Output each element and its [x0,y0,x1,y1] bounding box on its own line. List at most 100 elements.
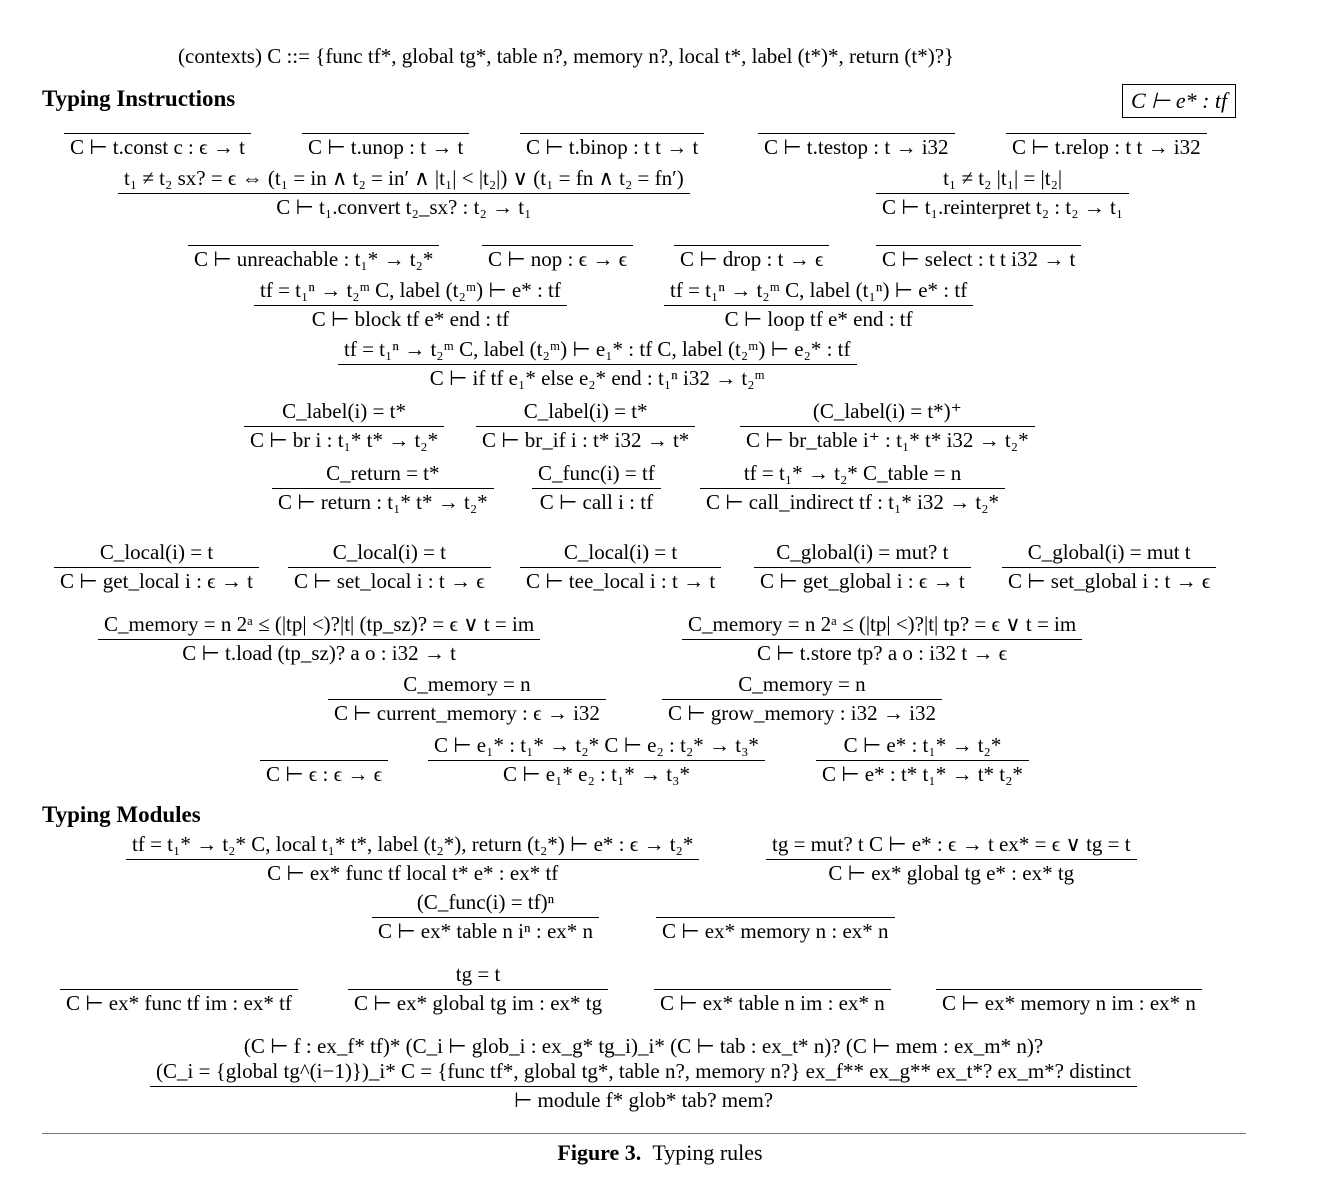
rule-conclusion: C ⊢ unreachable : t₁* → t₂* [194,247,434,271]
rule-conclusion: C ⊢ set_global i : t → ϵ [1008,569,1211,593]
rule-premise [520,106,704,131]
rule-set-local: C_local(i) = t C ⊢ set_local i : t → ϵ [288,540,491,594]
rule-conclusion: C ⊢ t₁.convert t₂_sx? : t₂ → t₁ [276,195,532,219]
rule-module-table: (C_func(i) = tf)ⁿ C ⊢ ex* table n iⁿ : e… [372,890,600,944]
rule-loop: tf = t₁ⁿ → t₂ᵐ C, label (t₁ⁿ) ⊢ e* : tf … [664,278,974,332]
rule-premise: C_memory = n 2ᵃ ≤ (|tp| <)?|t| (tp_sz)? … [104,612,535,636]
figure-caption-text: Typing rules [652,1140,763,1165]
rule-premise [188,218,439,243]
rule-conclusion: C ⊢ ex* func tf im : ex* tf [66,991,292,1015]
rule-premise: C ⊢ e₁* : t₁* → t₂* C ⊢ e₂ : t₂* → t₃* [434,733,759,757]
rule-conclusion: C ⊢ t.relop : t t → i32 [1012,135,1201,159]
rule-relop: C ⊢ t.relop : t t → i32 [1006,106,1207,160]
rule-premise [302,106,469,131]
rule-conclusion: C ⊢ ex* table n iⁿ : ex* n [378,919,594,943]
rule-premise [1006,106,1207,131]
rule-conclusion: C ⊢ t.load (tp_sz)? a o : i32 → t [182,641,456,665]
rule-conclusion: C ⊢ return : t₁* t* → t₂* [278,490,488,514]
rule-load: C_memory = n 2ᵃ ≤ (|tp| <)?|t| (tp_sz)? … [98,612,541,666]
rule-call-indirect: tf = t₁* → t₂* C_table = n C ⊢ call_indi… [700,461,1006,515]
rule-import-memory: C ⊢ ex* memory n im : ex* n [936,962,1202,1016]
rule-premise [64,106,251,131]
rule-unop: C ⊢ t.unop : t → t [302,106,470,160]
rule-premise: C_label(i) = t* [523,399,648,423]
rule-conclusion: C ⊢ loop tf e* end : tf [724,307,913,331]
section-heading-instructions: Typing Instructions [42,86,236,111]
rule-premise: t₁ ≠ t₂ sx? = ϵ ⇔ (t₁ = in ∧ t₂ = in′ ∧ … [124,166,684,190]
rule-reinterpret: t₁ ≠ t₂ |t₁| = |t₂| C ⊢ t₁.reinterpret t… [876,166,1130,220]
rule-premise: C_func(i) = tf [538,461,655,485]
rule-conclusion: C ⊢ drop : t → ϵ [680,247,824,271]
rule-conclusion: C ⊢ br i : t₁* t* → t₂* [250,428,439,452]
rule-conclusion: C ⊢ t.binop : t t → t [526,135,699,159]
rule-tee-local: C_local(i) = t C ⊢ tee_local i : t → t [520,540,722,594]
rule-premise: (C_label(i) = t*)⁺ [812,399,962,423]
rule-premise: (C ⊢ f : ex_f* tf)* (C_i ⊢ glob_i : ex_g… [243,1034,1044,1058]
rule-conclusion: C ⊢ ex* global tg im : ex* tg [354,991,603,1015]
rule-conclusion: C ⊢ ex* memory n : ex* n [662,919,889,943]
rule-premise: C_global(i) = mut? t [776,540,949,564]
judgement-box: C ⊢ e* : tf [1122,84,1237,118]
rule-conclusion: C ⊢ grow_memory : i32 → i32 [668,701,936,725]
rule-premise: C_label(i) = t* [282,399,406,423]
rule-unreachable: C ⊢ unreachable : t₁* → t₂* [188,218,440,272]
figure-divider [42,1133,1246,1134]
rule-conclusion: C ⊢ nop : ϵ → ϵ [488,247,628,271]
rule-grow-memory: C_memory = n C ⊢ grow_memory : i32 → i32 [662,672,942,726]
rule-conclusion: C ⊢ get_global i : ϵ → t [760,569,965,593]
rule-module-memory: C ⊢ ex* memory n : ex* n [656,890,895,944]
rule-br-table: (C_label(i) = t*)⁺ C ⊢ br_table i⁺ : t₁*… [740,399,1035,453]
rule-conclusion: C ⊢ t.testop : t → i32 [764,135,949,159]
rule-return: C_return = t* C ⊢ return : t₁* t* → t₂* [272,461,494,515]
rule-conclusion: C ⊢ t.unop : t → t [308,135,464,159]
rule-premise: (C_i = {global tg^(i−1)})_i* C = {func t… [156,1059,1132,1083]
rule-import-table: C ⊢ ex* table n im : ex* n [654,962,891,1016]
rule-testop: C ⊢ t.testop : t → i32 [758,106,955,160]
rule-premise: C_local(i) = t [99,540,214,564]
rule-premise [876,218,1081,243]
rule-conclusion: C ⊢ t.const c : ϵ → t [70,135,245,159]
rule-premise: C_local(i) = t [563,540,678,564]
rule-module-global: tg = mut? t C ⊢ e* : ϵ → t ex* = ϵ ∨ tg … [766,832,1137,886]
rule-conclusion: C ⊢ e* : t* t₁* → t* t₂* [822,762,1023,786]
rule-conclusion: C ⊢ t.store tp? a o : i32 t → ϵ [757,641,1008,665]
rule-premise [758,106,955,131]
rule-br: C_label(i) = t* C ⊢ br i : t₁* t* → t₂* [244,399,445,453]
rule-conclusion: C ⊢ t₁.reinterpret t₂ : t₂ → t₁ [882,195,1124,219]
rule-premise [654,962,891,987]
rule-select: C ⊢ select : t t i32 → t [876,218,1082,272]
rule-conclusion: C ⊢ ex* table n im : ex* n [660,991,885,1015]
rule-import-global: tg = t C ⊢ ex* global tg im : ex* tg [348,962,609,1016]
rule-premise [260,733,388,758]
rule-premise: C_global(i) = mut t [1027,540,1191,564]
rule-conclusion: C ⊢ if tf e₁* else e₂* end : t₁ⁿ i32 → t… [429,366,765,390]
rule-weakening: C ⊢ e* : t₁* → t₂* C ⊢ e* : t* t₁* → t* … [816,733,1029,787]
rule-store: C_memory = n 2ᵃ ≤ (|tp| <)?|t| tp? = ϵ ∨… [682,612,1083,666]
rule-conclusion: C ⊢ ex* global tg e* : ex* tg [828,861,1075,885]
rule-conclusion: C ⊢ ex* memory n im : ex* n [942,991,1196,1015]
rule-conclusion: C ⊢ current_memory : ϵ → i32 [334,701,600,725]
rule-get-global: C_global(i) = mut? t C ⊢ get_global i : … [754,540,971,594]
rule-premise [936,962,1202,987]
contexts-definition: (contexts) C ::= {func tf*, global tg*, … [178,44,955,68]
rule-conclusion: C ⊢ e₁* e₂ : t₁* → t₃* [502,762,690,786]
rule-drop: C ⊢ drop : t → ϵ [674,218,830,272]
rule-conclusion: C ⊢ select : t t i32 → t [882,247,1076,271]
rule-block: tf = t₁ⁿ → t₂ᵐ C, label (t₂ᵐ) ⊢ e* : tf … [254,278,567,332]
figure-label: Figure 3. [557,1140,642,1165]
rule-premise: tg = mut? t C ⊢ e* : ϵ → t ex* = ϵ ∨ tg … [772,832,1131,856]
rule-module-func: tf = t₁* → t₂* C, local t₁* t*, label (t… [126,832,700,886]
rule-premise [482,218,633,243]
rule-sequence: C ⊢ e₁* : t₁* → t₂* C ⊢ e₂ : t₂* → t₃* C… [428,733,765,787]
rule-nop: C ⊢ nop : ϵ → ϵ [482,218,634,272]
rule-premise: C_return = t* [326,461,440,485]
rule-conclusion: C ⊢ get_local i : ϵ → t [60,569,254,593]
rule-premise: C_memory = n [403,672,531,696]
rule-premise [674,218,829,243]
rule-premise: tf = t₁ⁿ → t₂ᵐ C, label (t₁ⁿ) ⊢ e* : tf [670,278,968,302]
rule-premise: C_local(i) = t [332,540,447,564]
rule-conclusion: C ⊢ tee_local i : t → t [526,569,716,593]
rule-convert: t₁ ≠ t₂ sx? = ϵ ⇔ (t₁ = in ∧ t₂ = in′ ∧ … [118,166,690,220]
rule-conclusion: C ⊢ call i : tf [539,490,654,514]
rule-conclusion: C ⊢ call_indirect tf : t₁* i32 → t₂* [706,490,1000,514]
